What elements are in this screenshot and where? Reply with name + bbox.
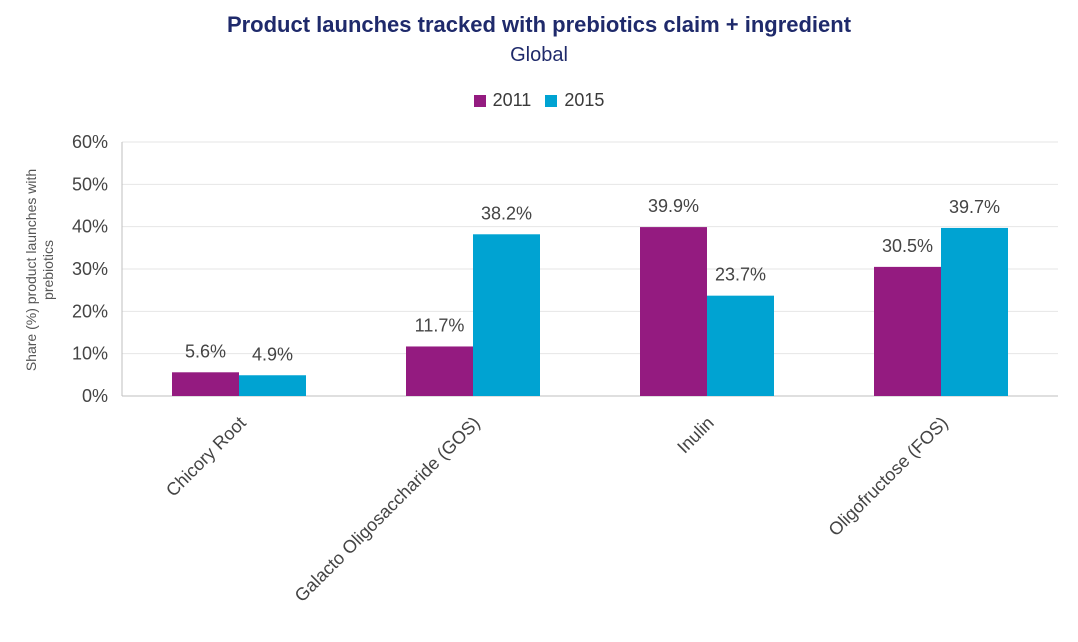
y-tick-label: 60%	[72, 132, 108, 152]
data-label: 11.7%	[415, 315, 465, 335]
legend-label-2011: 2011	[492, 90, 532, 110]
legend-swatch-2011	[473, 94, 486, 107]
y-tick-label: 0%	[82, 386, 108, 406]
legend: 2011 2015	[0, 90, 1078, 111]
data-label: 38.2%	[481, 203, 532, 223]
legend-swatch-2015	[545, 94, 558, 107]
y-tick-label: 20%	[72, 301, 108, 321]
chart-title: Product launches tracked with prebiotics…	[226, 12, 852, 37]
x-category-label: Galacto Oligosaccharide (GOS)	[291, 413, 484, 606]
x-category-label: Inulin	[673, 413, 718, 458]
bar-2011	[640, 227, 707, 396]
y-axis-title-line: prebiotics	[40, 240, 56, 300]
data-label: 23.7%	[715, 265, 766, 285]
y-tick-label: 30%	[72, 259, 108, 279]
bar-2015	[239, 375, 306, 396]
legend-item-2015: 2015	[545, 90, 604, 111]
bar-2011	[874, 266, 941, 396]
data-label: 4.9%	[252, 344, 293, 364]
data-label: 5.6%	[185, 341, 226, 361]
data-label: 39.7%	[949, 197, 1000, 217]
legend-item-2011: 2011	[473, 90, 532, 111]
bar-2015	[473, 234, 540, 396]
legend-label-2015: 2015	[564, 90, 605, 110]
y-axis-title-line: Share (%) product launches with	[23, 169, 39, 371]
y-tick-label: 10%	[72, 344, 108, 364]
x-category-label: Chicory Root	[162, 413, 250, 501]
chart-subtitle: Global	[510, 44, 568, 66]
data-label: 30.5%	[882, 236, 933, 256]
y-axis-title: Share (%) product launches withprebiotic…	[23, 169, 56, 371]
data-label: 39.9%	[648, 196, 699, 216]
bar-2015	[707, 295, 774, 396]
x-category-label: Oligofructose (FOS)	[825, 413, 952, 540]
bar-2011	[406, 346, 473, 396]
y-tick-label: 40%	[72, 217, 108, 237]
bar-2015	[941, 227, 1008, 396]
y-tick-label: 50%	[72, 174, 108, 194]
bar-2011	[172, 372, 239, 396]
